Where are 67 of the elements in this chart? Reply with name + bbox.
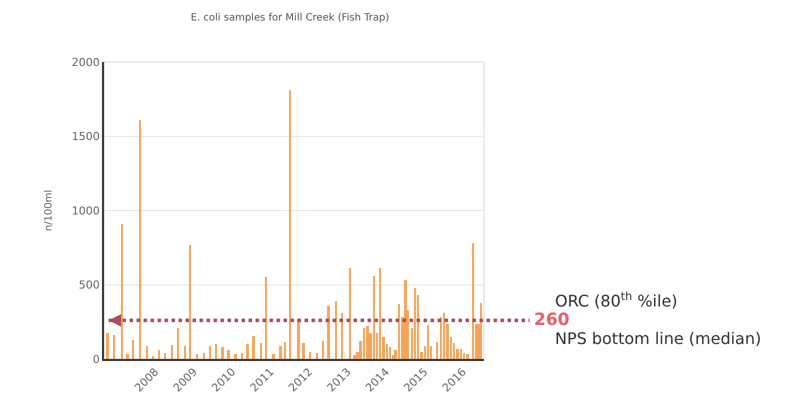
bar [284, 342, 286, 359]
chart-title: E. coli samples for Mill Creek (Fish Trap) [190, 12, 390, 24]
bar [414, 288, 416, 359]
bar [398, 304, 400, 359]
y-tick-label: 1000 [72, 204, 100, 218]
bar [316, 353, 318, 359]
bar [341, 313, 343, 359]
y-tick-label: 2000 [72, 56, 100, 69]
bar [466, 354, 469, 359]
bar [289, 90, 291, 359]
bar [440, 317, 442, 359]
bar [132, 340, 134, 359]
bar [404, 280, 407, 359]
bar [427, 325, 429, 359]
bar [443, 313, 445, 359]
bar [171, 345, 173, 359]
bar [349, 268, 351, 359]
text: ORC (80$^{th}$ %ile) [555, 290, 678, 311]
y-axis-title: n/100ml [43, 190, 54, 232]
bar [113, 335, 115, 359]
bar [164, 353, 166, 359]
bar [139, 120, 141, 359]
bar [297, 319, 300, 359]
bar [203, 353, 205, 359]
bar [460, 349, 462, 359]
bar [309, 352, 311, 359]
bar [152, 356, 154, 359]
bar [327, 306, 330, 359]
bar [234, 354, 237, 359]
bar [260, 343, 262, 359]
bar [436, 342, 438, 359]
bar [177, 328, 179, 359]
bar [379, 268, 381, 359]
bar [322, 341, 324, 359]
bar [246, 344, 249, 359]
bar [241, 353, 243, 359]
bar [189, 245, 191, 359]
bar [215, 344, 217, 359]
bar [106, 333, 109, 359]
bar [363, 328, 365, 359]
bar [373, 276, 375, 359]
bar [146, 346, 148, 359]
bar [221, 347, 224, 359]
text: NPS bottom line (median) [555, 329, 762, 348]
bar [463, 353, 465, 359]
bar [353, 355, 356, 359]
y-tick-label: 1500 [72, 130, 100, 144]
bar [121, 224, 123, 359]
bar [335, 301, 337, 359]
bar [209, 346, 211, 359]
ref-line-label: 260 [534, 310, 570, 330]
bar [302, 343, 305, 359]
bar [184, 346, 186, 359]
bar [196, 354, 198, 359]
bar [366, 326, 369, 359]
bar [265, 277, 267, 359]
bar [252, 336, 255, 359]
bar [279, 346, 282, 359]
bar [158, 350, 160, 359]
y-tick-label: 0 [92, 352, 100, 366]
bar [272, 354, 275, 359]
bar [389, 347, 391, 359]
bar [227, 350, 230, 359]
bar [480, 303, 482, 359]
y-tick-label: 500 [78, 278, 100, 292]
bar [472, 243, 474, 359]
bar [126, 354, 129, 359]
